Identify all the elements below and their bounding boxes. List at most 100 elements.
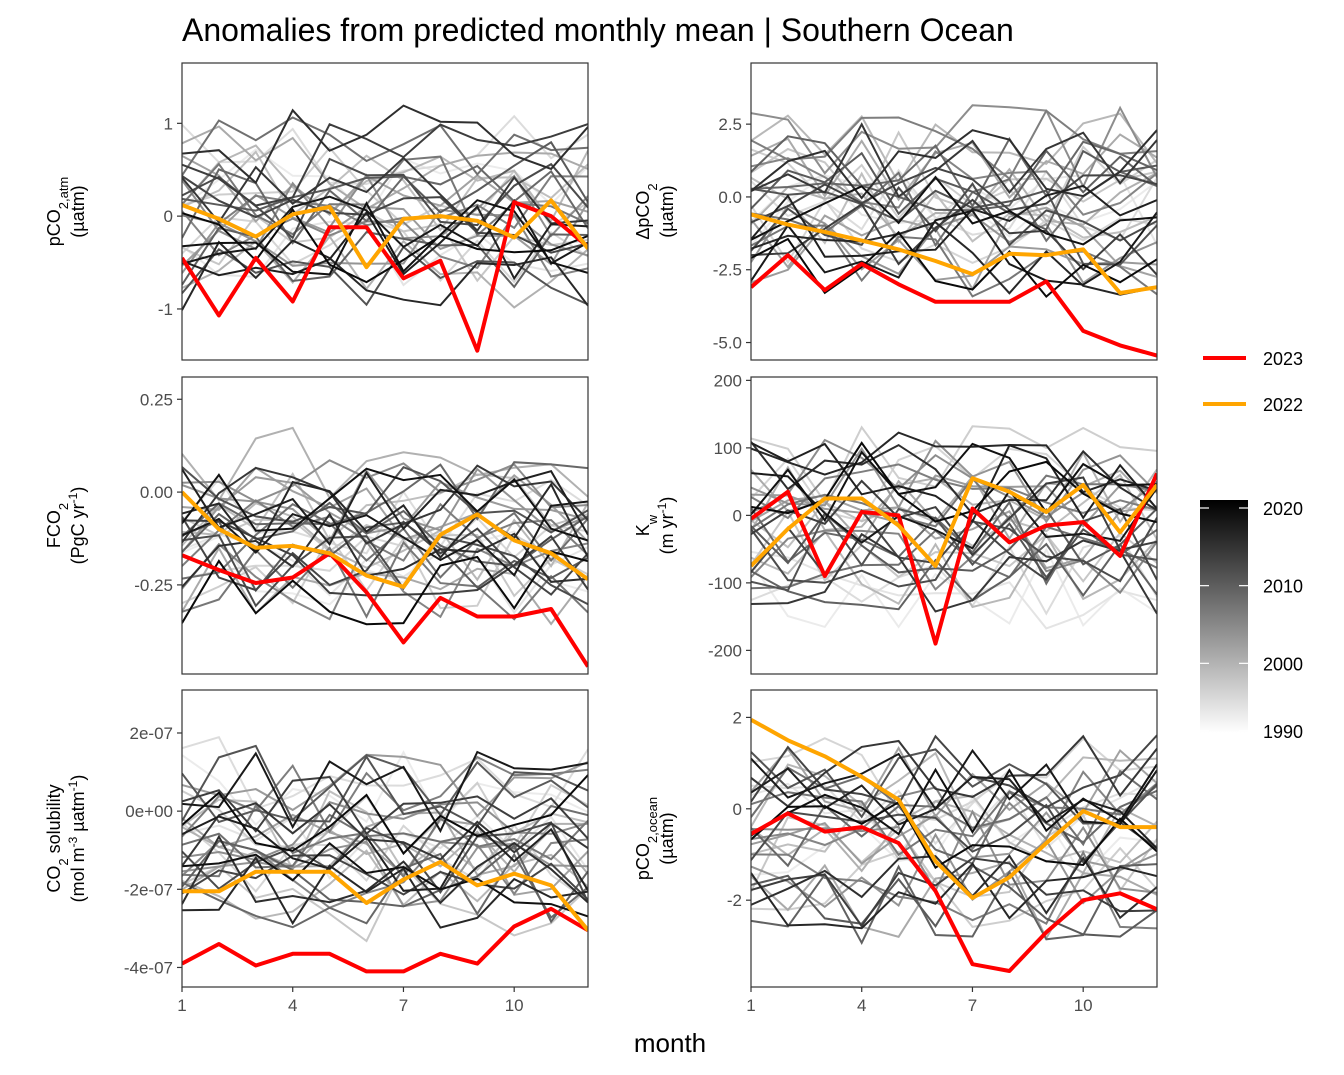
panel-kw: 200 100 0 -100 -200 Kw(m yr-1) (633, 371, 1158, 675)
series-line-2023 (751, 253, 1157, 358)
y-axis-title: CO2 solubility(mol m-3 µatm-1) (44, 775, 88, 903)
colorbar-label: 2020 (1263, 499, 1303, 519)
series-line-2023 (182, 200, 588, 353)
year-line (751, 136, 1157, 208)
chart-title: Anomalies from predicted monthly mean | … (182, 12, 1014, 48)
year-line (751, 863, 1157, 945)
year-line (182, 516, 588, 596)
panel-border (181, 689, 589, 988)
y-tick-label: 0.25 (140, 390, 173, 409)
year-line (751, 517, 1157, 588)
y-tick-label: -4e-07 (124, 958, 173, 977)
year-line (751, 133, 1157, 202)
year-line (182, 239, 588, 311)
series-line-2023 (751, 811, 1157, 973)
year-line (182, 216, 588, 284)
year-line (751, 734, 1157, 809)
y-axis-title-line1: ΔpCO2 (633, 183, 660, 239)
year-line (751, 737, 1157, 821)
y-axis-title: Kw(m yr-1) (633, 497, 677, 555)
year-line (751, 785, 1157, 857)
year-line (182, 140, 588, 214)
series-line-2023 (182, 551, 588, 668)
year-line (182, 753, 588, 824)
year-line (182, 116, 588, 176)
y-axis-title-line1: pCO2,ocean (633, 797, 660, 880)
panel-border (750, 62, 1158, 361)
year-line (751, 168, 1157, 241)
year-line (751, 803, 1157, 864)
year-line (182, 801, 588, 861)
year-line (182, 195, 588, 265)
year-line (751, 198, 1157, 276)
colorbar-label: 1990 (1263, 722, 1303, 742)
year-line (751, 425, 1157, 504)
y-tick-label: -2e-07 (124, 880, 173, 899)
y-tick-label: 1 (164, 114, 173, 133)
year-line (751, 206, 1157, 292)
y-tick-label: 0.00 (140, 483, 173, 502)
y-axis-title-line1: CO2 solubility (44, 784, 71, 892)
year-line (751, 763, 1157, 837)
x-tick-label: 1 (177, 996, 186, 1015)
year-line (751, 442, 1157, 523)
year-line (182, 775, 588, 840)
year-line (182, 464, 588, 545)
year-line (751, 184, 1157, 258)
y-axis-title: ΔpCO2(µatm) (633, 183, 677, 239)
year-line (182, 467, 588, 543)
year-line (182, 476, 588, 554)
series-line-2022 (182, 490, 588, 589)
year-line (182, 774, 588, 856)
year-line (182, 744, 588, 828)
year-line (751, 748, 1157, 825)
year-line (751, 130, 1157, 212)
panel-border (750, 689, 1158, 988)
year-line (751, 525, 1157, 590)
y-tick-label: 2e-07 (130, 724, 173, 743)
year-lines (182, 736, 588, 974)
year-line (751, 509, 1157, 583)
y-axis-title-line2: (m yr-1) (655, 497, 677, 555)
y-tick-label: -200 (708, 641, 742, 660)
year-lines (751, 104, 1157, 358)
x-tick-label: 10 (505, 996, 524, 1015)
year-line (182, 815, 588, 892)
y-axis-title-line1: FCO2 (44, 503, 71, 548)
y-axis-title-line1: pCO2,atm (44, 177, 71, 247)
year-line (751, 532, 1157, 615)
year-line (182, 755, 588, 838)
series-line-2022 (182, 859, 588, 932)
year-line (182, 466, 588, 534)
y-axis-title-line2: (µatm) (68, 185, 88, 237)
x-tick-label: 4 (288, 996, 297, 1015)
x-tick-label: 7 (399, 996, 408, 1015)
y-axis-title: pCO2,ocean(µatm) (633, 797, 677, 880)
y-axis-title-line1: Kw (633, 514, 660, 536)
year-line (751, 800, 1157, 869)
y-tick-label: 2 (733, 708, 742, 727)
year-line (182, 841, 588, 918)
year-line (751, 122, 1157, 198)
y-axis-title-line2: (mol m-3 µatm-1) (66, 775, 88, 903)
legend-label-2022: 2022 (1263, 395, 1303, 415)
year-line (751, 149, 1157, 231)
year-line (751, 175, 1157, 246)
year-line (182, 175, 588, 254)
year-line (751, 135, 1157, 212)
y-tick-label: 0.0 (718, 188, 742, 207)
year-line (182, 104, 588, 185)
x-tick-label: 10 (1074, 996, 1093, 1015)
year-line (751, 104, 1157, 189)
year-line (751, 472, 1157, 550)
legend: 2023 2022 2020 2010 2000 1990 (1200, 349, 1303, 742)
year-line (751, 813, 1157, 898)
legend-label-2023: 2023 (1263, 349, 1303, 369)
y-tick-label: -0.25 (134, 576, 173, 595)
y-tick-label: 2.5 (718, 115, 742, 134)
series-line-2022 (751, 476, 1157, 568)
y-tick-label: 0 (733, 506, 742, 525)
x-tick-label: 4 (857, 996, 866, 1015)
year-line (182, 750, 588, 834)
y-tick-label: 0e+00 (125, 802, 173, 821)
